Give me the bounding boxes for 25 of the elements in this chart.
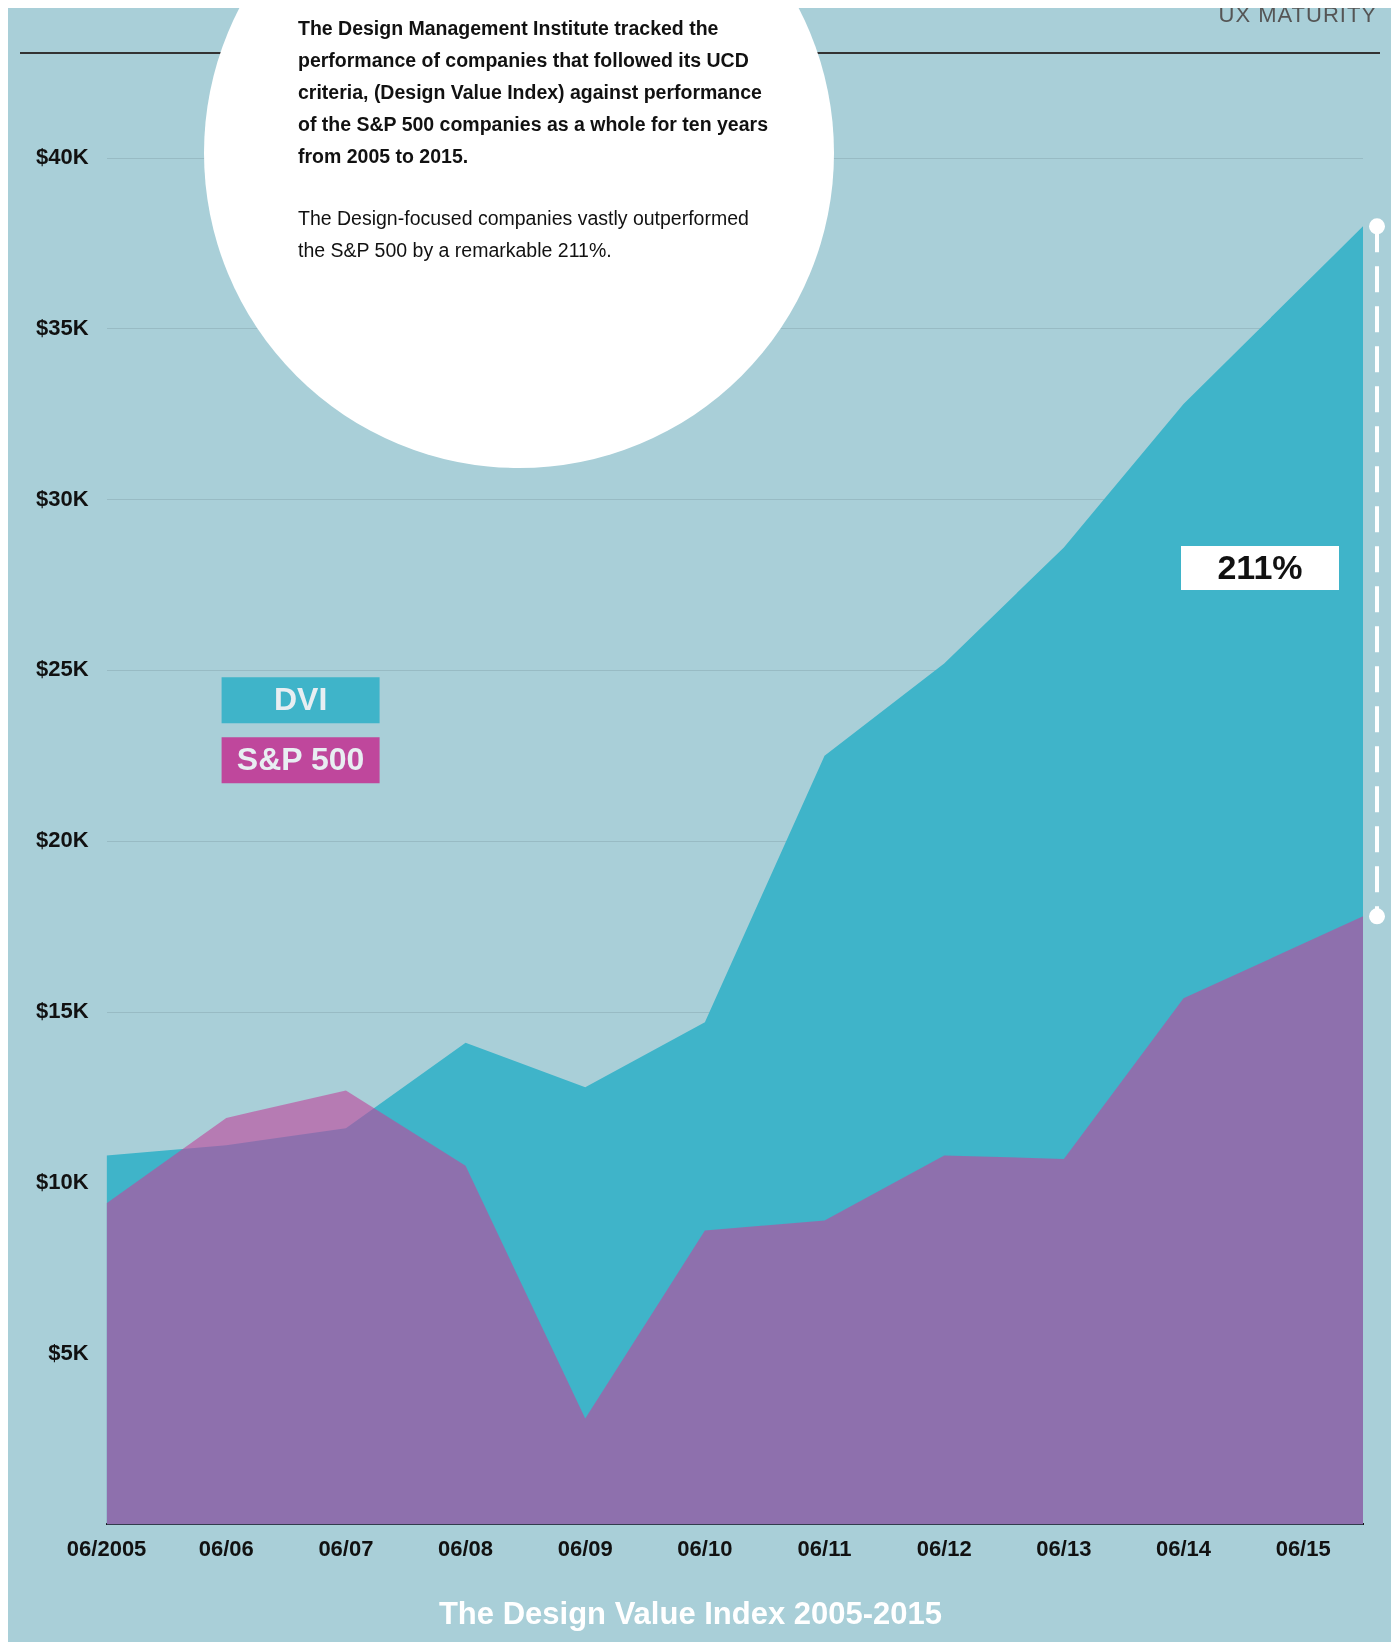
x-tick-label: 06/09: [557, 1535, 613, 1561]
x-tick-label: 06/11: [797, 1535, 852, 1561]
y-tick-label: $30K: [36, 485, 89, 511]
y-tick-label: $5K: [48, 1339, 89, 1365]
x-tick-label: 06/13: [1036, 1535, 1092, 1561]
x-tick-label: 06/07: [318, 1535, 374, 1561]
y-tick-label: $35K: [36, 314, 89, 340]
x-tick-label: 06/2005: [66, 1535, 147, 1561]
y-tick-label: $10K: [36, 1168, 89, 1194]
y-tick-label: $20K: [36, 827, 89, 853]
x-tick-label: 06/12: [916, 1535, 972, 1561]
x-tick-label: 06/06: [198, 1535, 254, 1561]
y-tick-label: $15K: [36, 998, 89, 1024]
y-tick-label: $25K: [36, 656, 89, 682]
annotation: The Design Management Institute tracked the performance of companies that followed its UCD criteria, (Design Value Index) against performance of the S&P 500 companies as a whole for ten years from 2005 to 2015.: [298, 16, 768, 169]
x-tick-label: 06/14: [1155, 1535, 1212, 1561]
text: S&P 500: [236, 741, 365, 778]
annotation: The Design-focused companies vastly outperformed the S&P 500 by a remarkable 211%.: [298, 206, 750, 263]
text: The Design Value Index 2005-2015: [438, 1595, 943, 1631]
y-tick-label: $40K: [36, 144, 89, 170]
x-tick-label: 06/15: [1275, 1535, 1331, 1561]
x-tick-label: 06/08: [438, 1535, 494, 1561]
annotation: 211%: [1217, 548, 1303, 587]
x-tick-label: 06/10: [677, 1535, 733, 1561]
text: DVI: [273, 681, 328, 718]
